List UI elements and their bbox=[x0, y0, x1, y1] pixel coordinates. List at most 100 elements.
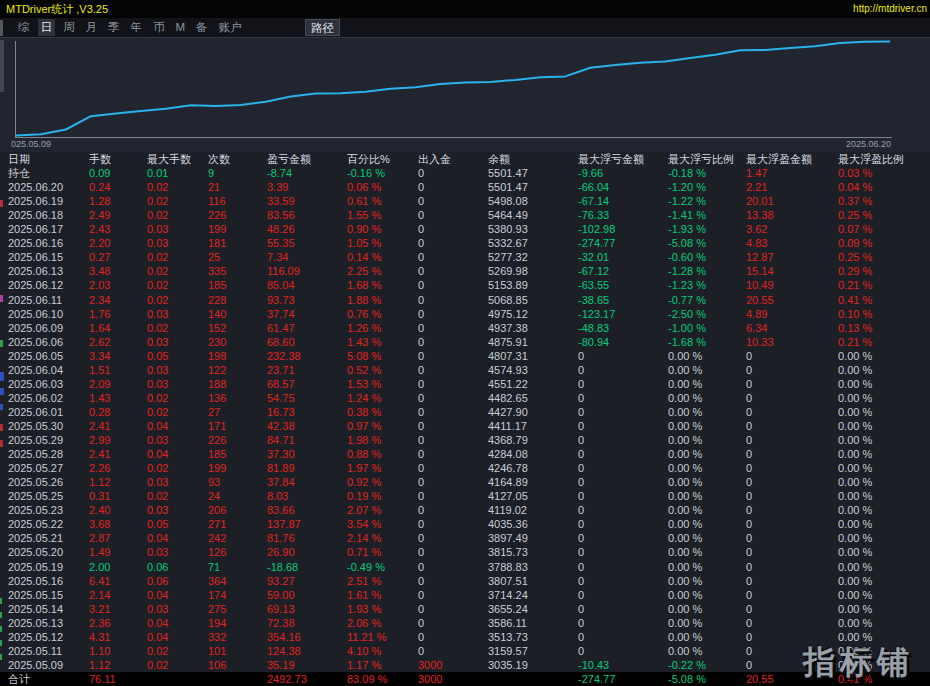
table-row[interactable]: 2025.05.232.400.0320683.662.07 %04119.02… bbox=[0, 503, 930, 517]
app-url[interactable]: http://mtdriver.cn bbox=[853, 3, 927, 14]
table-row[interactable]: 2025.05.143.210.0327569.131.93 %03655.24… bbox=[0, 602, 930, 616]
table-row[interactable]: 2025.05.201.490.0312626.900.71 %03815.73… bbox=[0, 545, 930, 559]
cell-lots: 3.48 bbox=[89, 264, 110, 278]
table-row[interactable]: 2025.05.282.410.0418537.300.88 %04284.08… bbox=[0, 447, 930, 461]
cell-lots: 2.03 bbox=[89, 278, 110, 292]
table-row[interactable]: 2025.06.101.760.0314037.740.76 %04975.12… bbox=[0, 307, 930, 321]
table-row[interactable]: 2025.06.032.090.0318868.571.53 %04551.22… bbox=[0, 377, 930, 391]
table-row[interactable]: 2025.05.292.990.0322684.711.98 %04368.79… bbox=[0, 433, 930, 447]
table-row[interactable]: 2025.06.122.030.0218585.041.68 %05153.89… bbox=[0, 278, 930, 292]
table-row[interactable]: 2025.06.010.280.022716.730.38 %04427.900… bbox=[0, 405, 930, 419]
cell-max-float-loss: 0 bbox=[578, 377, 584, 391]
cell-lots: 0.27 bbox=[89, 250, 110, 264]
menu-item-账户[interactable]: 账户 bbox=[216, 19, 245, 36]
cell-max-float-profit: 20.55 bbox=[746, 672, 774, 686]
cell-lots: 1.51 bbox=[89, 363, 110, 377]
menu-item-综[interactable]: 综 bbox=[15, 19, 33, 36]
table-row[interactable]: 2025.06.112.340.0222893.731.88 %05068.85… bbox=[0, 293, 930, 307]
cell-date: 2025.05.25 bbox=[8, 489, 63, 503]
table-row[interactable]: 2025.05.166.410.0636493.272.51 %03807.51… bbox=[0, 574, 930, 588]
cell-max-float-loss: -67.14 bbox=[578, 194, 609, 208]
path-button[interactable]: 路径 bbox=[305, 19, 340, 36]
cell-lots: 0.28 bbox=[89, 405, 110, 419]
table-row[interactable]: 2025.05.272.260.0219981.891.97 %04246.78… bbox=[0, 461, 930, 475]
cell-pnl: 124.38 bbox=[267, 644, 301, 658]
cell-lots: 3.34 bbox=[89, 349, 110, 363]
cell-max-float-profit-pct: 0.00 % bbox=[838, 349, 872, 363]
table-row[interactable]: 2025.05.111.100.02101124.384.10 %03159.5… bbox=[0, 644, 930, 658]
cell-pnl-pct: 0.71 % bbox=[347, 545, 381, 559]
table-row[interactable]: 2025.05.223.680.05271137.873.54 %04035.3… bbox=[0, 517, 930, 531]
cell-max-float-loss: -102.98 bbox=[578, 222, 615, 236]
cell-cash-flow: 0 bbox=[418, 545, 424, 559]
cell-date: 2025.06.03 bbox=[8, 377, 63, 391]
table-header-row: 日期手数最大手数次数盈亏金额百分比%出入金余额最大浮亏金额最大浮亏比例最大浮盈金… bbox=[0, 152, 930, 166]
table-row[interactable]: 2025.05.132.360.0419472.382.06 %03586.11… bbox=[0, 616, 930, 630]
cell-lots: 1.10 bbox=[89, 644, 110, 658]
cell-times: 181 bbox=[208, 236, 226, 250]
cell-cash-flow: 0 bbox=[418, 405, 424, 419]
cell-cash-flow: 0 bbox=[418, 321, 424, 335]
menu-item-备[interactable]: 备 bbox=[193, 19, 211, 36]
table-row[interactable]: 2025.06.200.240.02213.390.06 %05501.47-6… bbox=[0, 180, 930, 194]
menu-item-日[interactable]: 日 bbox=[38, 19, 56, 36]
table-row[interactable]: 2025.06.150.270.02257.340.14 %05277.32-3… bbox=[0, 250, 930, 264]
cell-max-float-profit-pct: 0.00 % bbox=[838, 489, 872, 503]
cell-cash-flow: 0 bbox=[418, 307, 424, 321]
table-row[interactable]: 2025.05.124.310.04332354.1611.21 %03513.… bbox=[0, 630, 930, 644]
cell-max-float-loss-pct: 0.00 % bbox=[668, 489, 702, 503]
cell-max-float-loss: 0 bbox=[578, 644, 584, 658]
cell-times: 174 bbox=[208, 588, 226, 602]
table-row[interactable]: 2025.06.021.430.0213654.751.24 %04482.65… bbox=[0, 391, 930, 405]
cell-max-lots: 0.02 bbox=[147, 208, 168, 222]
cell-max-float-profit-pct: 0.13 % bbox=[838, 321, 872, 335]
cell-pnl: 16.73 bbox=[267, 405, 295, 419]
menu-item-月[interactable]: 月 bbox=[83, 19, 101, 36]
table-row[interactable]: 2025.06.172.430.0319948.260.90 %05380.93… bbox=[0, 222, 930, 236]
table-row[interactable]: 2025.06.041.510.0312223.710.52 %04574.93… bbox=[0, 363, 930, 377]
cell-pnl: 26.90 bbox=[267, 545, 295, 559]
equity-curve-line bbox=[16, 42, 890, 136]
cell-max-float-loss: 0 bbox=[578, 517, 584, 531]
cell-lots: 3.21 bbox=[89, 602, 110, 616]
table-row[interactable]: 2025.05.212.870.0424281.762.14 %03897.49… bbox=[0, 531, 930, 545]
table-row[interactable]: 持仓0.090.019-8.74-0.16 %05501.47-9.66-0.1… bbox=[0, 166, 930, 180]
cell-times: 24 bbox=[208, 489, 220, 503]
cell-max-lots: 0.02 bbox=[147, 264, 168, 278]
table-row[interactable]: 2025.06.053.340.05198232.385.08 %04807.3… bbox=[0, 349, 930, 363]
table-total-row[interactable]: 合计76.112492.7383.09 %3000-274.77-5.08 %2… bbox=[0, 672, 930, 686]
table-row[interactable]: 2025.06.091.640.0215261.471.26 %04937.38… bbox=[0, 321, 930, 335]
table-row[interactable]: 2025.05.261.120.039337.840.92 %04164.890… bbox=[0, 475, 930, 489]
table-row[interactable]: 2025.06.133.480.02335116.092.25 %05269.9… bbox=[0, 264, 930, 278]
table-row[interactable]: 2025.05.091.120.0210635.191.17 %30003035… bbox=[0, 658, 930, 672]
cell-pnl-pct: 1.61 % bbox=[347, 588, 381, 602]
cell-times: 226 bbox=[208, 208, 226, 222]
table-row[interactable]: 2025.06.062.620.0323068.601.43 %04875.91… bbox=[0, 335, 930, 349]
cell-max-lots: 0.02 bbox=[147, 321, 168, 335]
table-row[interactable]: 2025.05.250.310.02248.030.19 %04127.0500… bbox=[0, 489, 930, 503]
cell-date: 2025.06.17 bbox=[8, 222, 63, 236]
menu-item-周[interactable]: 周 bbox=[60, 19, 78, 36]
cell-cash-flow: 0 bbox=[418, 264, 424, 278]
cell-times: 21 bbox=[208, 180, 220, 194]
table-row[interactable]: 2025.05.152.140.0417459.001.61 %03714.24… bbox=[0, 588, 930, 602]
cell-cash-flow: 0 bbox=[418, 335, 424, 349]
cell-balance: 3586.11 bbox=[488, 616, 527, 630]
table-row[interactable]: 2025.06.191.280.0211633.590.61 %05498.08… bbox=[0, 194, 930, 208]
cell-max-float-loss: -76.33 bbox=[578, 208, 609, 222]
table-row[interactable]: 2025.05.302.410.0417142.380.97 %04411.17… bbox=[0, 419, 930, 433]
cell-cash-flow: 0 bbox=[418, 250, 424, 264]
cell-date: 2025.05.09 bbox=[8, 658, 63, 672]
cell-date: 2025.05.21 bbox=[8, 531, 63, 545]
menu-item-季[interactable]: 季 bbox=[105, 19, 123, 36]
cell-cash-flow: 0 bbox=[418, 461, 424, 475]
menu-item-年[interactable]: 年 bbox=[128, 19, 146, 36]
table-row[interactable]: 2025.06.162.200.0318155.351.05 %05332.67… bbox=[0, 236, 930, 250]
menu-item-币[interactable]: 币 bbox=[150, 19, 168, 36]
menu-item-M[interactable]: M bbox=[173, 19, 189, 36]
table-row[interactable]: 2025.06.182.490.0222683.561.55 %05464.49… bbox=[0, 208, 930, 222]
cell-max-float-loss: -67.12 bbox=[578, 264, 609, 278]
table-row[interactable]: 2025.05.192.000.0671-18.68-0.49 %03788.8… bbox=[0, 560, 930, 574]
cell-pnl: 48.26 bbox=[267, 222, 295, 236]
cell-max-float-profit-pct: 0.00 % bbox=[838, 503, 872, 517]
